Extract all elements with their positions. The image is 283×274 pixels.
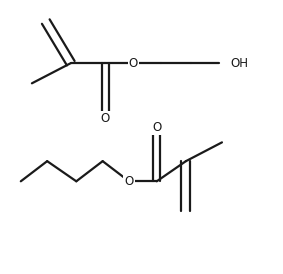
Text: OH: OH xyxy=(230,57,248,70)
Text: O: O xyxy=(128,57,138,70)
Text: O: O xyxy=(101,112,110,125)
Text: O: O xyxy=(152,121,161,134)
Text: O: O xyxy=(125,175,134,188)
